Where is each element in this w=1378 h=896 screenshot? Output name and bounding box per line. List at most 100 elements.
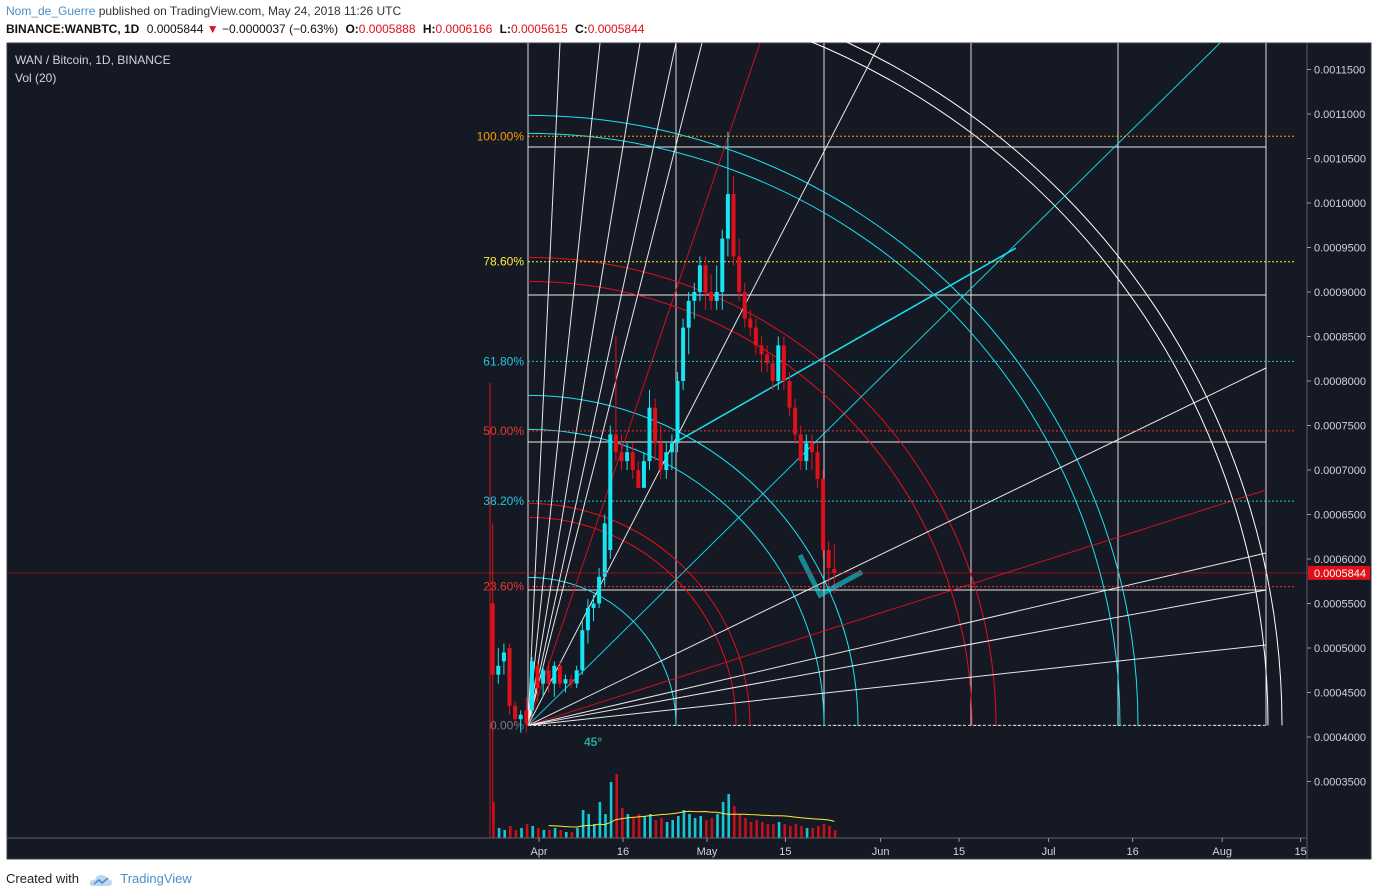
gann-fan-line	[527, 42, 703, 726]
gann-fan-line	[527, 42, 1221, 726]
x-tick-label: Aug	[1212, 846, 1232, 858]
volume-bar	[783, 824, 786, 838]
candle-body	[563, 679, 568, 684]
volume-bar	[593, 824, 596, 838]
candle-body	[787, 381, 792, 408]
candle-body	[658, 443, 663, 470]
gann-fan-line	[527, 644, 1267, 726]
volume-bar	[537, 828, 540, 838]
candle-body	[585, 607, 590, 631]
volume-bar	[677, 816, 680, 838]
gann-arc	[527, 516, 737, 726]
x-tick-label: Jul	[1042, 846, 1056, 858]
volume-bar	[581, 810, 585, 838]
volume-bar	[514, 830, 518, 838]
x-tick-label: 15	[953, 846, 965, 858]
volume-bar	[761, 822, 764, 838]
y-tick-label: 0.0006500	[1314, 510, 1366, 522]
price-marker	[797, 553, 864, 599]
volume-bar	[621, 808, 624, 838]
down-arrow-icon: ▼	[206, 22, 219, 36]
gann-fan-line	[527, 489, 1267, 726]
volume-bar	[710, 818, 714, 838]
candle-body	[664, 452, 669, 470]
author-link[interactable]: Nom_de_Guerre	[6, 4, 96, 18]
candle-body	[804, 443, 809, 462]
candle-body	[669, 443, 674, 453]
candles	[490, 131, 837, 822]
volume-bar	[509, 826, 512, 838]
candle-body	[619, 452, 624, 462]
candle-body	[546, 670, 551, 684]
candle-body	[630, 452, 635, 470]
x-tick-label: 16	[617, 846, 629, 858]
fib-label: 50.00%	[483, 424, 524, 438]
volume-bar	[794, 824, 798, 838]
volume-bar	[800, 826, 803, 838]
fib-label: 23.60%	[483, 580, 524, 594]
candle-body	[703, 265, 708, 292]
candle-body	[681, 327, 686, 381]
gann-fan-line	[527, 552, 1267, 726]
volume-bar	[598, 802, 602, 838]
tradingview-link[interactable]: TradingView	[120, 871, 192, 886]
volume-bar	[665, 822, 669, 838]
legend-title: WAN / Bitcoin, 1D, BINANCE	[15, 53, 171, 67]
candle-body	[507, 648, 512, 706]
volume-bar	[637, 814, 641, 838]
footer: Created with TradingView	[6, 871, 192, 887]
open-label: O:	[345, 22, 359, 36]
volume-bar	[559, 830, 562, 838]
volume-bars	[492, 774, 837, 838]
gann-fan-line	[527, 589, 1267, 726]
candle-body	[535, 665, 540, 689]
candle-body	[541, 670, 546, 684]
gann-arc	[527, 132, 1121, 726]
candle-body	[815, 452, 820, 479]
volume-bar	[733, 806, 736, 838]
x-tick-label: Apr	[530, 846, 547, 858]
axes: 0.0011500 0.0011000 0.0010500 0.0010000 0.00…	[7, 43, 1370, 859]
volume-bar	[632, 818, 635, 838]
chart-background	[6, 42, 1372, 860]
candle-body	[675, 381, 680, 444]
candle-body	[692, 292, 697, 301]
gann-fan-line	[527, 42, 677, 726]
gann-fan-line	[527, 42, 761, 726]
gann-arc	[527, 114, 1139, 726]
volume-bar	[817, 826, 820, 838]
volume-bar	[772, 824, 775, 838]
candle-body	[720, 238, 725, 292]
gann-arc	[527, 394, 859, 726]
y-tick-label: 0.0007500	[1314, 421, 1366, 433]
volume-bar	[525, 824, 529, 838]
candle-body	[552, 665, 557, 684]
volume-ma-line	[548, 810, 835, 828]
volume-bar	[705, 820, 708, 838]
volume-bar	[693, 818, 697, 838]
high-label: H:	[422, 22, 436, 36]
volume-bar	[822, 824, 826, 838]
high-value: 0.0006166	[435, 22, 493, 36]
last-price-badge	[1308, 565, 1370, 580]
fib-label: 61.80%	[483, 354, 524, 368]
candle-body	[748, 318, 753, 328]
x-tick-label: 15	[1294, 846, 1306, 858]
fib-label: 78.60%	[483, 255, 524, 269]
x-tick-label: Jun	[872, 846, 890, 858]
last-price: 0.0005844	[146, 22, 204, 36]
volume-bar	[604, 814, 607, 838]
candle-body	[821, 478, 826, 551]
volume-bar	[609, 782, 613, 838]
published-text: published on TradingView.com, May 24, 20…	[98, 4, 402, 18]
volume-bar	[503, 830, 506, 838]
gann-arc	[527, 256, 997, 726]
volume-bar	[654, 820, 658, 838]
volume-bar	[688, 814, 691, 838]
legend-indicator: Vol (20)	[15, 71, 56, 85]
symbol-ohlc-line: BINANCE:WANBTC, 1D 0.0005844 ▼ −0.000003…	[6, 22, 644, 36]
candle-body	[737, 256, 742, 292]
gann-arc	[527, 502, 751, 726]
volume-bar	[576, 828, 579, 838]
